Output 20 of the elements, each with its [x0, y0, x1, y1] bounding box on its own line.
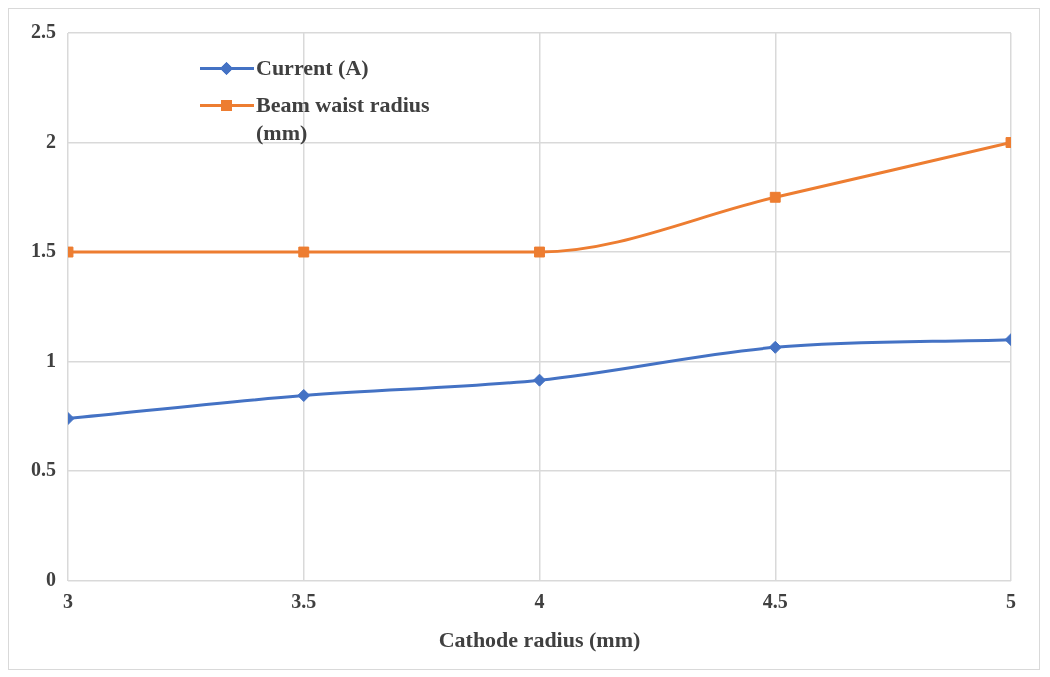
point [768, 340, 782, 354]
legend-label: Beam waist radius (mm) [256, 91, 431, 147]
x-tick-label: 4 [534, 589, 545, 612]
x-axis-title: Cathode radius (mm) [438, 627, 641, 653]
legend-label: Current (A) [256, 54, 370, 82]
y-tick-label: 2 [46, 129, 56, 152]
point [298, 246, 310, 258]
point [297, 389, 311, 403]
x-tick-label: 4.5 [762, 589, 788, 612]
x-tick-label: 3 [63, 589, 73, 612]
y-tick-label: 0.5 [31, 458, 56, 481]
point [534, 246, 545, 258]
y-tick-label: 0 [46, 567, 56, 590]
y-tick-label: 1 [46, 348, 56, 371]
point [533, 373, 546, 387]
y-tick-label: 1.5 [31, 239, 56, 262]
x-tick-label: 5 [1006, 589, 1016, 612]
point [769, 191, 781, 203]
x-tick-label: 3.5 [291, 589, 317, 612]
y-tick-label: 2.5 [31, 20, 56, 43]
